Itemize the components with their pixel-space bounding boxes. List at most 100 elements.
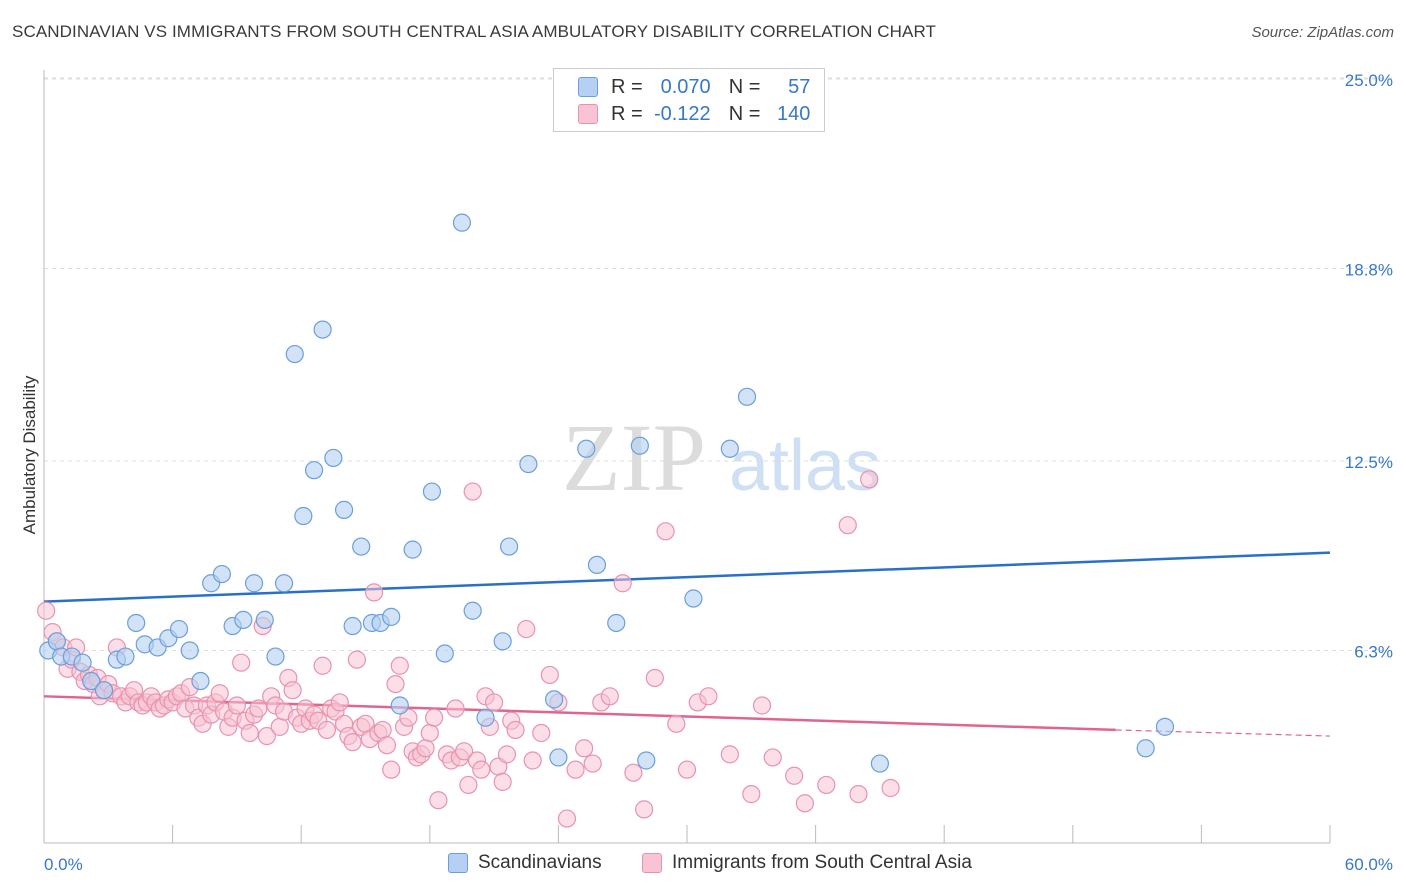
data-point-scandinavians [1155,717,1175,736]
data-point-scandinavians [127,613,146,633]
data-point-immigrants [37,601,56,620]
data-point-immigrants [373,720,392,740]
data-point-scandinavians [382,607,401,626]
data-point-scandinavians [180,641,199,660]
data-point-scandinavians [637,751,656,770]
x-tick-label: 60.0% [1345,855,1393,874]
data-point-immigrants [532,723,551,743]
axes [43,70,1331,844]
watermark-atlas: atlas [729,426,881,506]
data-point-scandinavians [343,616,362,636]
data-point-immigrants [635,800,654,819]
data-point-scandinavians [352,537,371,556]
data-point-scandinavians [463,601,482,620]
data-point-scandinavians [94,681,114,700]
y-axis-label: Ambulatory Disability [20,375,39,534]
n-value: 57 [788,75,811,98]
data-point-scandinavians [476,708,495,727]
data-point-immigrants [656,522,675,541]
data-point-immigrants [613,574,632,593]
data-point-immigrants [699,687,718,706]
data-point-scandinavians [212,564,231,584]
data-point-immigrants [645,668,664,688]
data-point-immigrants [849,785,868,804]
data-point-scandinavians [255,610,274,630]
data-point-immigrants [795,794,814,813]
data-point-immigrants [454,742,474,761]
data-point-immigrants [227,696,246,715]
data-point-immigrants [497,745,517,764]
data-point-scandinavians [549,748,568,767]
y-tick-label: 25.0% [1345,71,1393,90]
data-point-immigrants [317,720,337,740]
data-point-immigrants [566,760,585,779]
data-point-immigrants [343,733,362,752]
data-point-immigrants [382,760,401,779]
series-legend: Scandinavians Immigrants from South Cent… [0,852,1406,878]
tick-labels: 6.3% 12.5% 18.8% 25.0% 0.0% 60.0% [44,71,1393,874]
data-point-immigrants [459,775,478,795]
data-point-immigrants [583,754,602,773]
series-scandinavians-points [39,213,1175,773]
data-point-immigrants [313,656,332,675]
r-label: R = [611,102,643,125]
data-point-immigrants [720,745,739,764]
data-point-scandinavians [313,320,332,339]
data-point-scandinavians [234,610,253,630]
data-point-immigrants [270,717,289,736]
data-point-immigrants [677,760,697,779]
legend-row-immigrants: R = -0.122 N = 140 [578,102,810,126]
data-point-scandinavians [169,619,189,639]
data-point-immigrants [523,751,542,770]
data-point-immigrants [249,699,268,718]
data-point-immigrants [600,687,619,706]
data-point-immigrants [838,516,857,535]
data-point-immigrants [517,619,536,639]
legend-item-scandinavians[interactable]: Scandinavians [448,852,602,874]
legend-label: Immigrants from South Central Asia [672,852,972,873]
n-value: 140 [777,102,811,125]
data-point-immigrants [472,760,491,779]
data-point-immigrants [540,665,559,685]
data-point-immigrants [416,739,435,758]
data-point-immigrants [424,708,444,727]
data-point-immigrants [283,681,302,700]
data-point-scandinavians [334,500,354,519]
data-point-scandinavians [1136,739,1155,758]
data-point-immigrants [742,785,761,804]
series-immigrants-points [37,470,900,828]
trend-line-immigrants-extrapolated [1115,729,1331,737]
data-point-immigrants [330,693,349,712]
data-point-scandinavians [630,436,649,455]
data-point-scandinavians [324,448,343,468]
legend-swatch-blue [578,77,598,97]
data-point-scandinavians [47,632,66,651]
data-point-scandinavians [244,574,264,593]
data-point-scandinavians [285,344,304,364]
watermark: ZIP atlas [562,404,881,511]
legend-item-immigrants[interactable]: Immigrants from South Central Asia [642,852,972,874]
data-point-scandinavians [493,632,512,651]
legend-swatch-pink [578,104,598,124]
r-value: 0.070 [660,75,711,98]
data-point-scandinavians [587,555,607,575]
data-point-immigrants [240,723,259,743]
source-credit: Source: ZipAtlas.com [1251,24,1394,41]
data-point-immigrants [257,726,277,746]
watermark-zip: ZIP [562,404,706,511]
data-point-immigrants [429,791,448,810]
data-point-immigrants [752,696,772,715]
data-point-immigrants [667,714,686,733]
data-point-immigrants [463,482,482,501]
data-point-scandinavians [294,506,313,526]
data-point-scandinavians [191,671,210,691]
data-point-immigrants [493,772,512,791]
data-point-immigrants [575,739,594,758]
data-point-scandinavians [82,671,101,691]
data-point-immigrants [763,748,782,767]
legend-label: Scandinavians [478,852,602,873]
data-point-immigrants [364,583,384,602]
data-point-immigrants [446,699,465,718]
y-tick-label: 18.8% [1345,260,1393,279]
